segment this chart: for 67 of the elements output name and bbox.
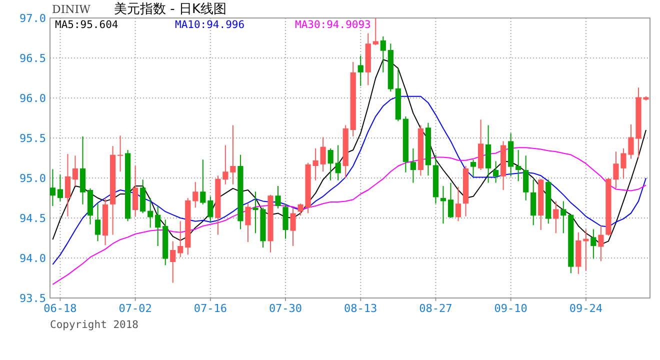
candlestick: [410, 148, 416, 184]
y-tick-label: 94.5: [20, 212, 46, 225]
y-tick-label: 96.0: [20, 92, 46, 105]
candlestick: [117, 135, 124, 172]
candlestick: [516, 150, 522, 182]
candlestick: [290, 207, 296, 246]
x-tick-label: 08-13: [344, 302, 378, 315]
candlestick: [492, 160, 499, 184]
y-tick-label: 95.0: [20, 172, 46, 185]
candlestick: [148, 198, 154, 228]
x-tick-label: 09-10: [494, 302, 528, 315]
candlestick: [222, 144, 228, 185]
y-tick-label: 94.0: [20, 252, 46, 265]
y-tick-label: 95.5: [20, 132, 46, 145]
x-tick-label: 08-27: [419, 302, 452, 315]
candlestick: [208, 196, 214, 222]
candlestick: [282, 203, 288, 240]
candlestick: [590, 228, 596, 260]
candlestick: [140, 179, 146, 214]
x-tick-label: 07-30: [268, 302, 302, 315]
text: Copyright 2018: [50, 319, 139, 331]
candlestick: [553, 200, 559, 234]
candlestick: [245, 203, 251, 242]
candlestick: [132, 166, 138, 217]
candlestick: [358, 55, 364, 86]
candlestick: [80, 136, 86, 205]
candlestick: [380, 36, 386, 73]
candlestick: [440, 186, 446, 224]
candlestick: [275, 186, 281, 209]
x-tick-label: 09-24: [569, 302, 603, 315]
text: MA10:94.996: [175, 19, 245, 31]
candlestick: [320, 136, 326, 172]
candlestick: [448, 182, 454, 218]
candlestick: [230, 124, 236, 185]
x-tick-label: 07-02: [118, 302, 152, 315]
candlestick: [530, 179, 536, 226]
candlestick: [560, 200, 566, 234]
chart-subtitle: DINIW: [52, 3, 92, 16]
candlestick: [57, 174, 64, 202]
candlestick: [455, 186, 462, 222]
y-tick-label: 96.5: [20, 52, 46, 65]
line-series: [52, 147, 646, 285]
candlestick: [598, 226, 604, 262]
x-tick-label: 07-16: [194, 302, 227, 315]
candlestick: [155, 206, 161, 246]
candlestick: [50, 168, 56, 206]
y-tick-label: 97.0: [20, 12, 46, 25]
y-tick-label: 93.5: [20, 292, 46, 305]
candlestick: [200, 159, 206, 205]
x-tick-label: 06-18: [44, 302, 77, 315]
candlestick: [178, 220, 184, 258]
chart-title: 美元指数 - 日K线图: [114, 1, 226, 17]
text: MA5:95.604: [55, 19, 118, 31]
candlestick: [312, 148, 318, 181]
candlestick: [192, 182, 198, 208]
candlestick: [470, 159, 476, 177]
candlestick: [372, 18, 378, 46]
candlestick: [523, 155, 529, 201]
candlestick: [64, 154, 71, 217]
candlestick: [335, 144, 341, 181]
candlestick: [485, 124, 492, 184]
candlestick: [170, 240, 176, 284]
text: MA30:94.9093: [295, 19, 371, 31]
candlestick: [72, 155, 78, 186]
line-series: [52, 96, 646, 265]
candlestick: [94, 202, 101, 242]
candlestick: [328, 148, 334, 181]
